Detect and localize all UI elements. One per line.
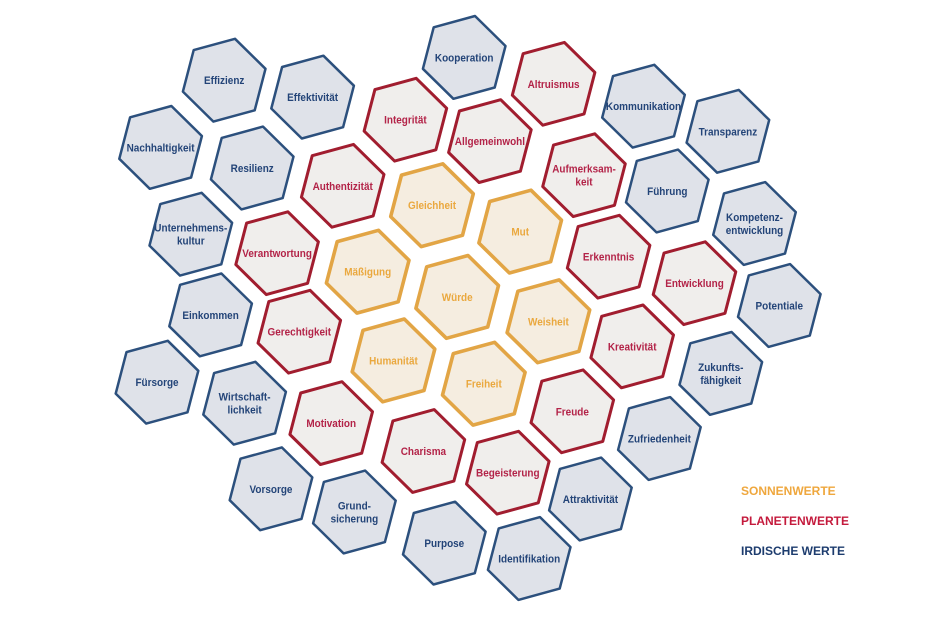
svg-text:Nachhaltigkeit: Nachhaltigkeit [127, 143, 195, 155]
svg-text:Verantwortung: Verantwortung [242, 249, 312, 261]
svg-text:Einkommen: Einkommen [182, 311, 238, 323]
svg-text:Würde: Würde [442, 293, 473, 305]
svg-text:Resilienz: Resilienz [231, 164, 274, 176]
svg-text:Aufmerksam-: Aufmerksam- [552, 164, 616, 176]
svg-text:Gleichheit: Gleichheit [408, 201, 457, 213]
svg-text:Wirtschaft-: Wirtschaft- [219, 392, 271, 404]
svg-text:Attraktivität: Attraktivität [563, 495, 619, 507]
svg-text:Kreativität: Kreativität [608, 342, 657, 354]
svg-text:Identifikation: Identifikation [498, 554, 560, 566]
svg-text:sicherung: sicherung [331, 514, 379, 526]
svg-text:SONNENWERTE: SONNENWERTE [741, 484, 836, 498]
svg-text:Motivation: Motivation [306, 419, 356, 431]
svg-text:Gerechtigkeit: Gerechtigkeit [268, 327, 332, 339]
svg-text:Freude: Freude [556, 407, 589, 419]
svg-text:Zukunfts-: Zukunfts- [698, 363, 744, 375]
svg-text:Zufriedenheit: Zufriedenheit [628, 434, 691, 446]
svg-text:Kooperation: Kooperation [435, 53, 494, 65]
svg-text:Altruismus: Altruismus [528, 79, 580, 91]
svg-text:Führung: Führung [647, 187, 687, 199]
svg-text:Freiheit: Freiheit [466, 379, 502, 391]
svg-text:Authentizität: Authentizität [313, 181, 374, 193]
svg-text:Purpose: Purpose [424, 539, 464, 551]
svg-text:Transparenz: Transparenz [699, 127, 758, 139]
svg-text:Fürsorge: Fürsorge [135, 378, 178, 390]
svg-text:Humanität: Humanität [369, 356, 418, 368]
svg-text:IRDISCHE WERTE: IRDISCHE WERTE [741, 544, 845, 558]
svg-text:Begeisterung: Begeisterung [476, 468, 540, 480]
svg-text:Erkenntnis: Erkenntnis [583, 252, 635, 264]
svg-text:Grund-: Grund- [338, 501, 372, 513]
svg-text:Allgemeinwohl: Allgemeinwohl [455, 137, 525, 149]
svg-text:Mut: Mut [511, 227, 529, 239]
svg-text:lichkeit: lichkeit [227, 405, 262, 417]
svg-text:Entwicklung: Entwicklung [665, 279, 724, 291]
svg-text:PLANETENWERTE: PLANETENWERTE [741, 514, 849, 528]
svg-text:keit: keit [575, 177, 593, 189]
svg-text:Charisma: Charisma [401, 447, 447, 459]
svg-text:Effektivität: Effektivität [287, 93, 338, 105]
svg-text:fähigkeit: fähigkeit [700, 376, 741, 388]
svg-text:Kompetenz-: Kompetenz- [726, 213, 783, 225]
svg-text:Effizienz: Effizienz [204, 76, 244, 88]
svg-text:kultur: kultur [177, 236, 205, 248]
svg-text:Integrität: Integrität [384, 115, 427, 127]
svg-text:Weisheit: Weisheit [528, 317, 569, 329]
svg-text:entwicklung: entwicklung [726, 226, 784, 238]
svg-text:Kommunikation: Kommunikation [606, 102, 681, 114]
svg-text:Mäßigung: Mäßigung [344, 267, 391, 279]
svg-text:Unternehmens-: Unternehmens- [154, 223, 227, 235]
svg-text:Vorsorge: Vorsorge [250, 484, 293, 496]
svg-text:Potentiale: Potentiale [756, 301, 804, 313]
